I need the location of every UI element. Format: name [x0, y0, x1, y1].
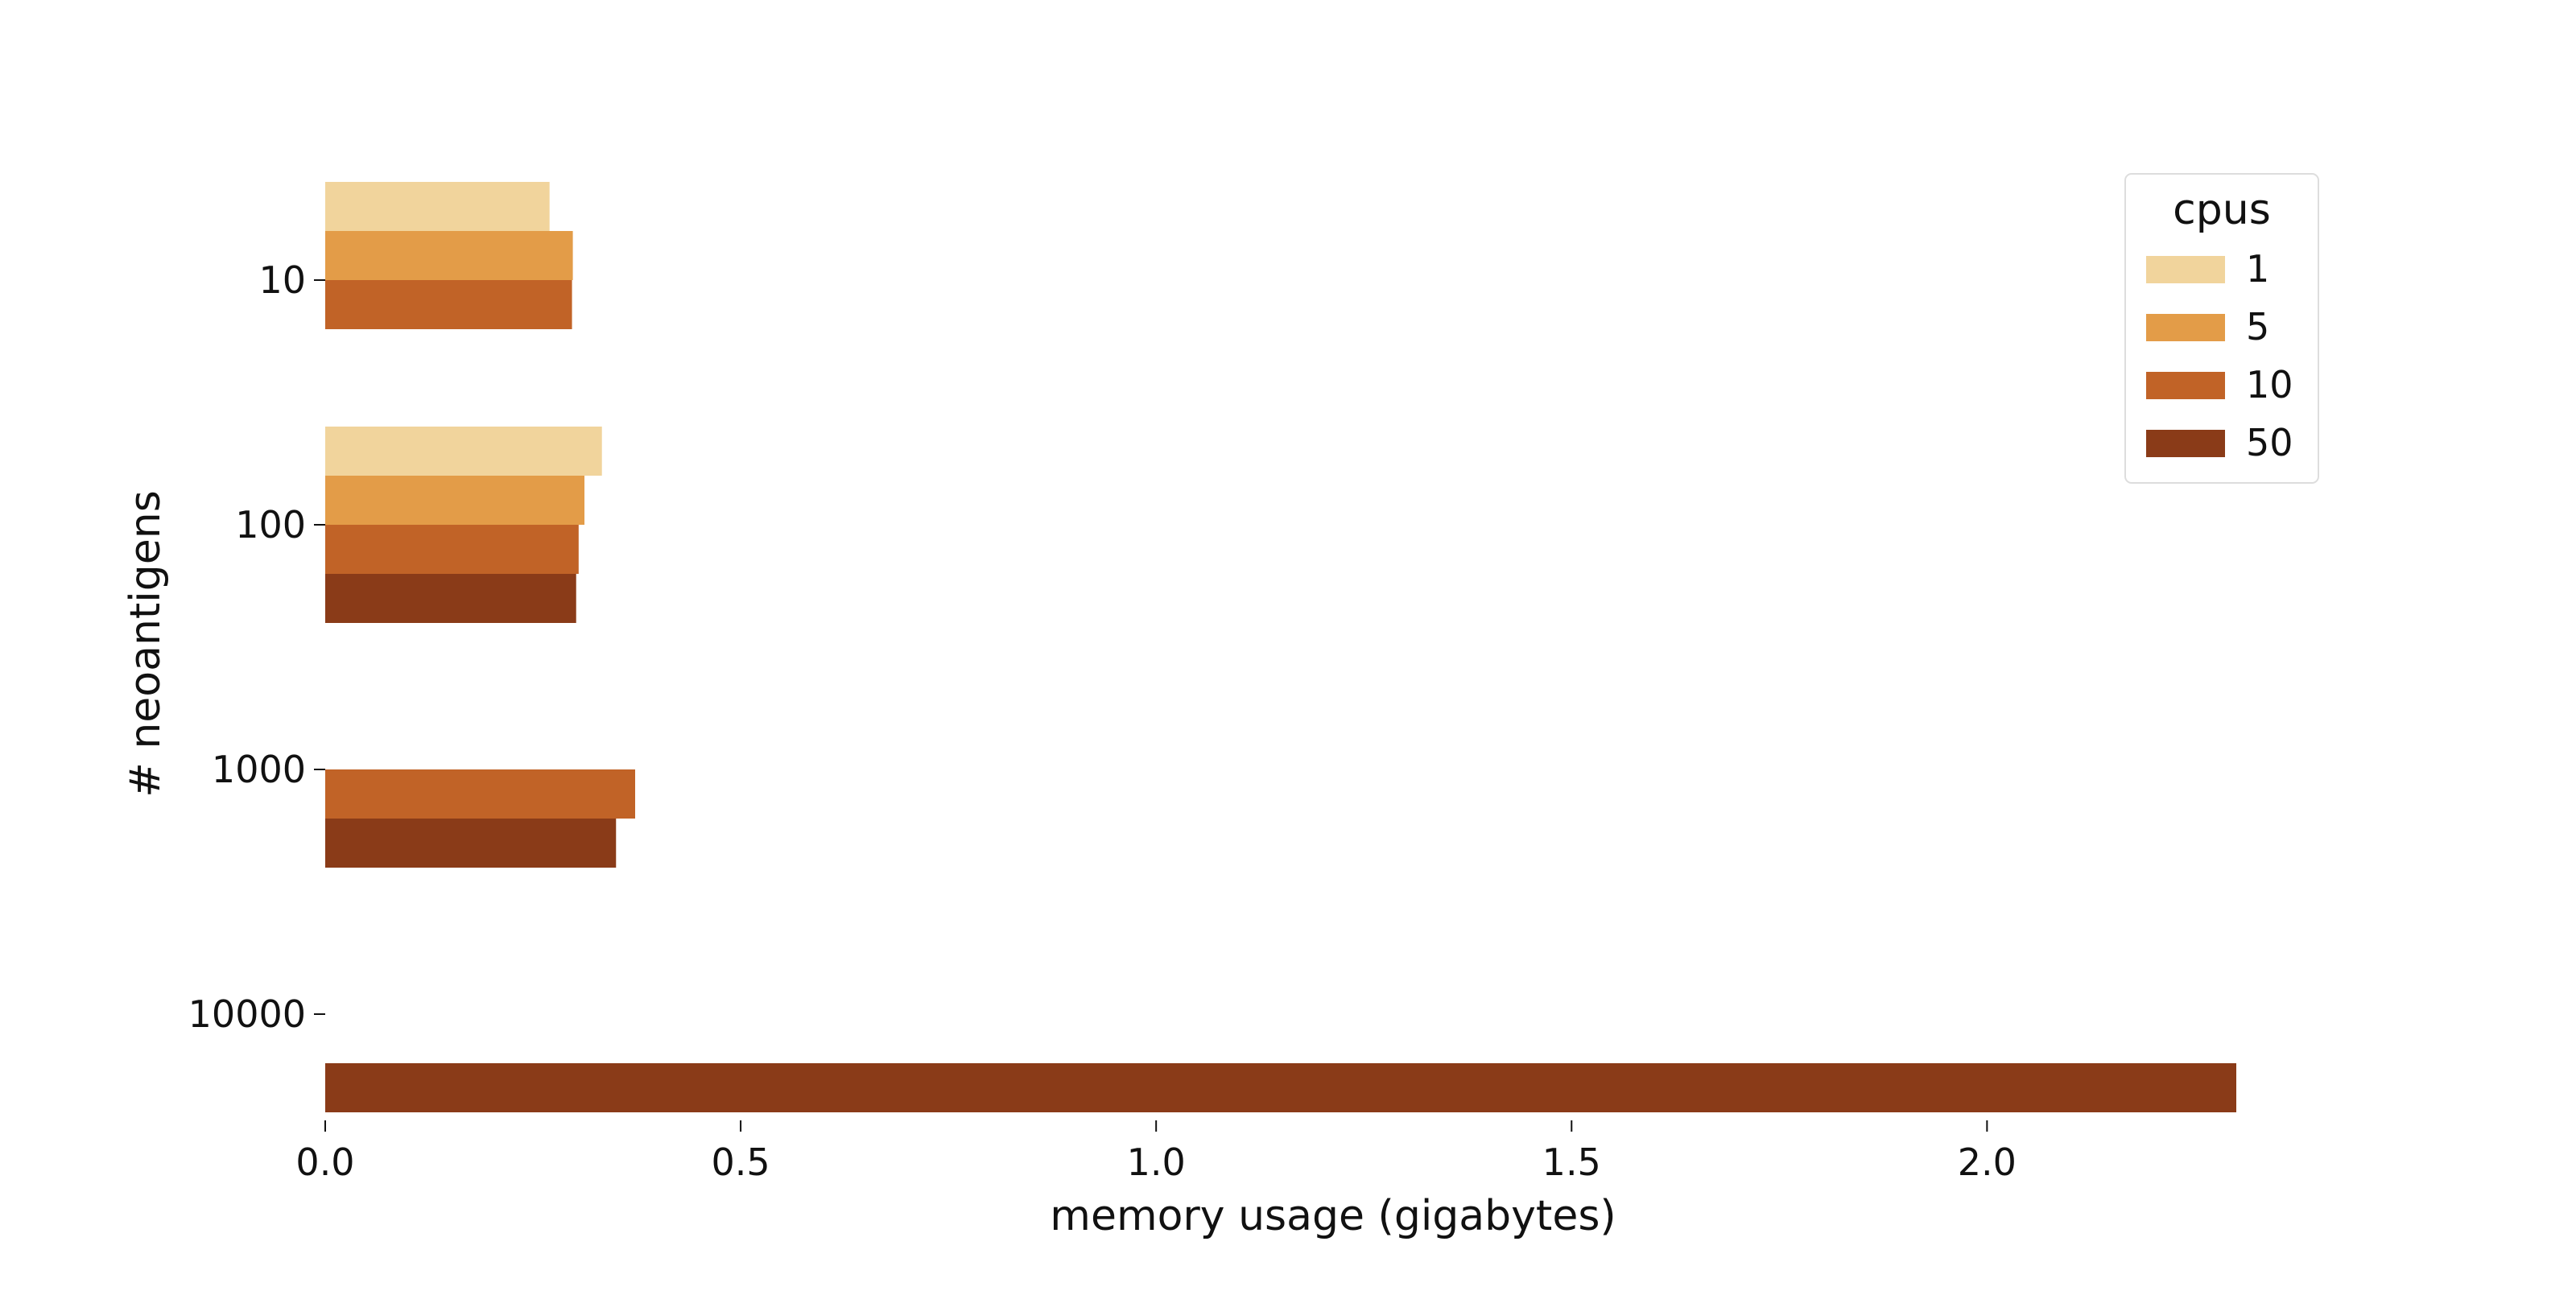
legend-swatch-50 — [2146, 430, 2225, 457]
x-tick-label-1.0: 1.0 — [1127, 1140, 1186, 1184]
legend-label-50: 50 — [2246, 421, 2293, 464]
bar-100-cpus-5 — [325, 476, 585, 525]
bar-100-cpus-10 — [325, 525, 579, 574]
x-tick-label-1.5: 1.5 — [1542, 1140, 1601, 1184]
x-tick-label-0.5: 0.5 — [712, 1140, 770, 1184]
bars-layer — [325, 182, 2236, 1112]
x-axis-title: memory usage (gigabytes) — [1050, 1192, 1616, 1240]
bar-10-cpus-1 — [325, 182, 550, 231]
y-axis-title: # neoantigens — [122, 490, 170, 798]
legend-label-5: 5 — [2246, 305, 2269, 349]
y-tick-label-10000: 10000 — [188, 992, 306, 1036]
y-tick-label-100: 100 — [235, 503, 306, 547]
bar-1000-cpus-50 — [325, 819, 617, 868]
legend: cpus 1 5 10 50 — [2124, 173, 2319, 484]
bar-1000-cpus-10 — [325, 769, 636, 819]
legend-swatch-5 — [2146, 314, 2225, 341]
bar-100-cpus-1 — [325, 427, 602, 476]
bar-10-cpus-10 — [325, 280, 572, 329]
y-tick-label-10: 10 — [258, 258, 306, 302]
y-axis: 10 100 1000 10000 — [188, 258, 325, 1036]
x-axis: 0.0 0.5 1.0 1.5 2.0 — [295, 1120, 2017, 1184]
legend-label-1: 1 — [2246, 247, 2269, 291]
legend-label-10: 10 — [2246, 363, 2293, 406]
x-tick-label-2.0: 2.0 — [1958, 1140, 2017, 1184]
bar-10000-cpus-50 — [325, 1063, 2236, 1112]
y-tick-label-1000: 1000 — [212, 748, 306, 791]
legend-title: cpus — [2173, 186, 2271, 234]
legend-swatch-1 — [2146, 256, 2225, 283]
bar-100-cpus-50 — [325, 574, 576, 623]
legend-items: 1 5 10 50 — [2146, 247, 2293, 464]
x-tick-label-0.0: 0.0 — [295, 1140, 354, 1184]
legend-swatch-10 — [2146, 372, 2225, 399]
bar-10-cpus-5 — [325, 231, 573, 280]
